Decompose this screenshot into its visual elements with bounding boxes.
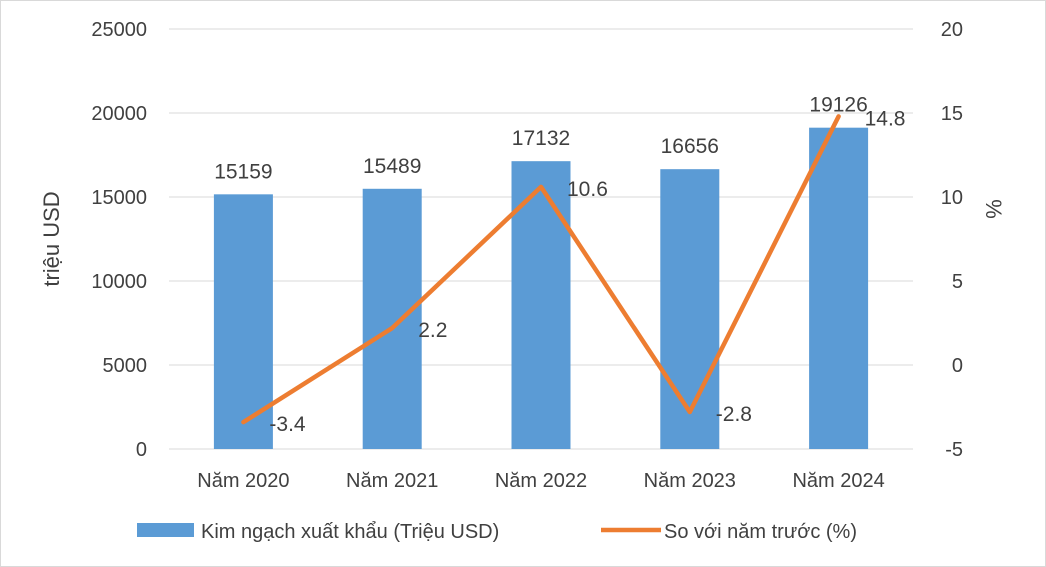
legend: Kim ngạch xuất khẩu (Triệu USD) So với n… — [137, 521, 857, 543]
bar — [511, 161, 571, 449]
legend-bar-label: Kim ngạch xuất khẩu (Triệu USD) — [201, 521, 499, 543]
right-tick-label: -5 — [945, 439, 963, 461]
line-data-labels: -3.4 2.2 10.6 -2.8 14.8 — [269, 107, 905, 436]
left-tick-label: 25000 — [91, 19, 147, 41]
right-tick-label: 20 — [941, 19, 963, 41]
right-axis-ticks: -5 0 5 10 15 20 — [941, 19, 963, 461]
bar-data-label: 15159 — [214, 160, 272, 183]
bar — [362, 188, 422, 450]
line-data-label: 10.6 — [567, 178, 608, 201]
category-label: Năm 2022 — [495, 470, 587, 492]
category-label: Năm 2020 — [197, 470, 289, 492]
bar-data-label: 16656 — [661, 135, 719, 158]
legend-line-label: So với năm trước (%) — [664, 521, 857, 543]
left-tick-label: 5000 — [103, 355, 148, 377]
bar — [213, 194, 273, 449]
category-label: Năm 2023 — [644, 470, 736, 492]
bar-data-label: 17132 — [512, 127, 570, 150]
right-tick-label: 10 — [941, 187, 963, 209]
category-label: Năm 2024 — [792, 470, 884, 492]
y2-axis-title: % — [981, 199, 1006, 219]
bar-data-label: 15489 — [363, 155, 421, 178]
left-tick-label: 10000 — [91, 271, 147, 293]
line-data-label: 2.2 — [418, 319, 447, 342]
line-series — [241, 114, 841, 425]
line-data-label: -2.8 — [716, 403, 752, 426]
left-tick-label: 15000 — [91, 187, 147, 209]
category-labels: Năm 2020 Năm 2021 Năm 2022 Năm 2023 Năm 2024 — [197, 470, 884, 492]
right-tick-label: 5 — [952, 271, 963, 293]
bar-data-label: 19126 — [809, 94, 867, 117]
category-label: Năm 2021 — [346, 470, 438, 492]
left-tick-label: 0 — [136, 439, 147, 461]
y-axis-title: triệu USD — [39, 191, 64, 286]
line-data-label: -3.4 — [269, 413, 306, 436]
right-tick-label: 15 — [941, 103, 963, 125]
bar — [660, 169, 720, 449]
left-tick-label: 20000 — [91, 103, 147, 125]
right-tick-label: 0 — [952, 355, 963, 377]
bar — [809, 127, 869, 449]
line-data-label: 14.8 — [865, 107, 906, 130]
bar-series — [213, 127, 869, 450]
bar-data-labels: 15159 15489 17132 16656 19126 — [214, 94, 868, 184]
legend-bar-swatch — [137, 523, 194, 537]
left-axis-ticks: 0 5000 10000 15000 20000 25000 — [91, 19, 147, 461]
